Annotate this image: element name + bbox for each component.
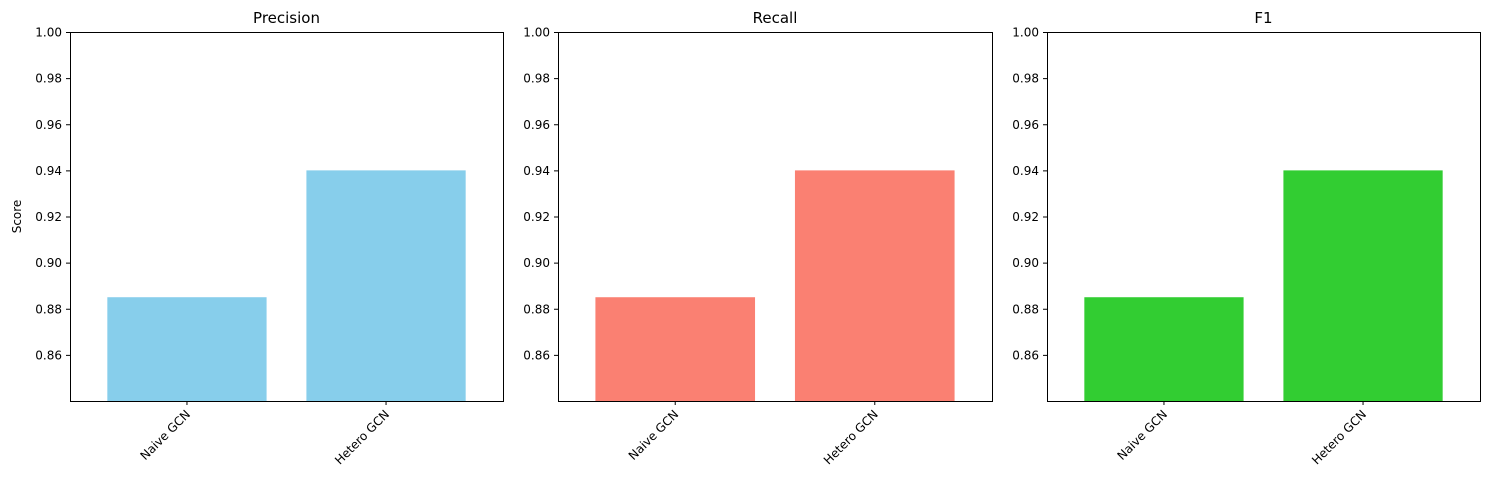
- panel-2: 0.86 0.88 0.90 0.92 0.94 0.96 0.98 1.00 Naive GC…: [523, 9, 993, 467]
- bar-naive-gcn: [595, 297, 756, 401]
- bar-hetero-gcn: [794, 170, 955, 401]
- y-tick-label: 1.00: [35, 26, 62, 40]
- y-tick-label: 0.86: [35, 348, 62, 362]
- y-tick-label: 0.90: [35, 256, 62, 270]
- axes-frame: [558, 32, 993, 402]
- y-tick-label: 0.98: [1012, 72, 1039, 86]
- panel-title: F1: [1254, 9, 1272, 27]
- x-tick-label: Hetero GCN: [821, 407, 881, 467]
- x-tick-label: Hetero GCN: [1309, 407, 1369, 467]
- panel-3: 0.86 0.88 0.90 0.92 0.94 0.96 0.98 1.00 Naive GC…: [1012, 9, 1481, 467]
- y-tick-label: 0.88: [523, 302, 550, 316]
- y-tick-label: 0.88: [35, 302, 62, 316]
- bar-hetero-gcn: [1283, 170, 1443, 401]
- y-tick-label: 0.86: [523, 348, 550, 362]
- y-tick-label: 0.86: [1012, 348, 1039, 362]
- x-tick-label: Naive GCN: [137, 407, 193, 463]
- y-tick-label: 1.00: [523, 26, 550, 40]
- y-tick-label: 0.96: [1012, 118, 1039, 132]
- y-tick-label: 0.94: [523, 164, 550, 178]
- y-tick-label: 0.94: [35, 164, 62, 178]
- y-axis-label: Score: [10, 200, 24, 234]
- axes-frame: [1047, 32, 1481, 402]
- y-tick-label: 0.90: [1012, 256, 1039, 270]
- y-tick-label: 1.00: [1012, 26, 1039, 40]
- panel-title: Precision: [253, 9, 320, 27]
- y-tick-label: 0.92: [523, 210, 550, 224]
- y-tick-label: 0.96: [523, 118, 550, 132]
- bar-naive-gcn: [1084, 297, 1244, 401]
- bar-naive-gcn: [107, 297, 267, 401]
- panel-1: 0.86 0.88 0.90 0.92 0.94 0.96 0.98 1.00 Naive GC…: [10, 9, 504, 467]
- axes-frame: [70, 32, 504, 402]
- x-tick-label: Naive GCN: [626, 407, 682, 463]
- y-tick-label: 0.92: [1012, 210, 1039, 224]
- panel-title: Recall: [753, 9, 798, 27]
- y-tick-label: 0.88: [1012, 302, 1039, 316]
- y-tick-label: 0.92: [35, 210, 62, 224]
- x-tick-label: Hetero GCN: [332, 407, 392, 467]
- y-tick-label: 0.96: [35, 118, 62, 132]
- bar-hetero-gcn: [306, 170, 466, 401]
- y-tick-label: 0.98: [523, 72, 550, 86]
- x-tick-label: Naive GCN: [1114, 407, 1170, 463]
- y-tick-label: 0.94: [1012, 164, 1039, 178]
- y-tick-label: 0.98: [35, 72, 62, 86]
- y-tick-label: 0.90: [523, 256, 550, 270]
